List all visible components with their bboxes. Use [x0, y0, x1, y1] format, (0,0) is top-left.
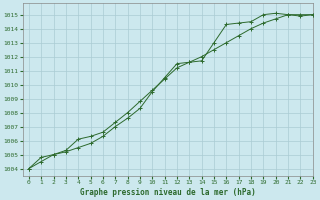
X-axis label: Graphe pression niveau de la mer (hPa): Graphe pression niveau de la mer (hPa): [80, 188, 256, 197]
